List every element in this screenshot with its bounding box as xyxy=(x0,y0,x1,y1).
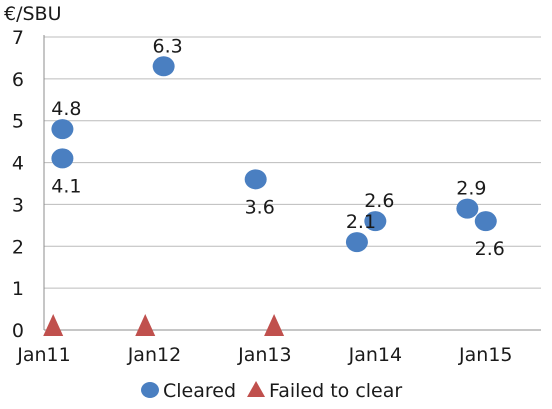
legend: Cleared Failed to clear xyxy=(141,380,402,402)
x-tick-label: Jan12 xyxy=(127,344,181,366)
cleared-point xyxy=(474,211,497,232)
data-label: 2.6 xyxy=(364,190,394,212)
y-tick-label: 4 xyxy=(12,153,24,175)
y-axis-label: €/SBU xyxy=(4,3,62,25)
data-labels-layer: 4.84.16.33.62.12.62.92.6 xyxy=(51,35,505,260)
failed-point xyxy=(264,314,285,336)
cleared-point xyxy=(51,148,74,169)
legend-marker-cleared xyxy=(141,382,159,398)
marks-layer xyxy=(43,56,497,336)
data-label: 4.8 xyxy=(51,98,81,120)
data-label: 3.6 xyxy=(245,196,275,218)
y-tick-label: 0 xyxy=(12,320,24,342)
data-label: 2.9 xyxy=(456,178,486,200)
y-tick-label: 3 xyxy=(12,194,24,216)
cleared-point xyxy=(152,56,175,77)
x-tick-label: Jan15 xyxy=(458,344,512,366)
x-tick-label: Jan11 xyxy=(16,344,70,366)
legend-label: Cleared xyxy=(163,380,236,402)
cleared-point xyxy=(51,119,74,140)
legend-label: Failed to clear xyxy=(269,380,402,402)
x-tick-label: Jan13 xyxy=(237,344,291,366)
failed-point xyxy=(135,314,156,336)
y-tick-label: 2 xyxy=(12,236,24,258)
cleared-point xyxy=(456,198,479,219)
axis-layer: 0 1 2 3 4 5 6 7 Jan11 Jan12 Jan13 Jan14 Jan15 xyxy=(12,27,541,366)
data-label: 6.3 xyxy=(153,35,183,57)
y-tick-label: 7 xyxy=(12,27,24,49)
cleared-point xyxy=(244,169,267,190)
failed-point xyxy=(43,314,64,336)
data-label: 4.1 xyxy=(51,175,81,197)
grid-layer xyxy=(44,36,541,289)
x-tick-label: Jan14 xyxy=(348,344,402,366)
cleared-point xyxy=(364,211,387,232)
data-label: 2.6 xyxy=(475,238,505,260)
legend-marker-failed xyxy=(247,381,266,397)
y-tick-label: 5 xyxy=(12,111,24,133)
data-label: 2.1 xyxy=(346,211,376,233)
cleared-point xyxy=(345,232,368,253)
y-tick-label: 6 xyxy=(12,69,24,91)
y-tick-label: 1 xyxy=(12,278,24,300)
